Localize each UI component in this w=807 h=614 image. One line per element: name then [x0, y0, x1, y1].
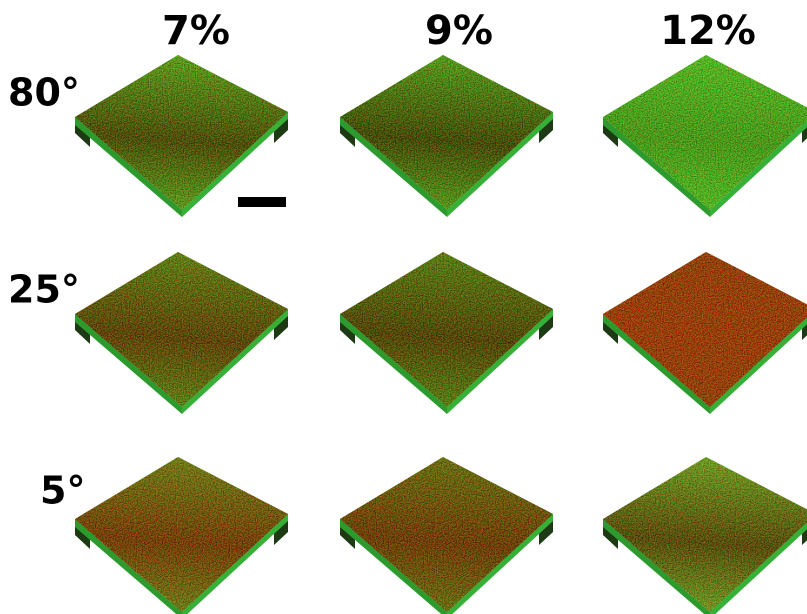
- column-label: 9%: [425, 8, 493, 54]
- image-tile: [75, 457, 288, 614]
- image-tile: [75, 55, 288, 217]
- row-label: 25°: [8, 268, 80, 312]
- image-tile: [340, 457, 553, 614]
- image-tile: [75, 252, 288, 414]
- row-label: 80°: [8, 71, 80, 115]
- image-tile: [603, 252, 807, 414]
- image-grid: [75, 55, 807, 614]
- image-tile: [603, 457, 807, 614]
- column-label: 7%: [162, 8, 230, 54]
- image-tile: [340, 55, 553, 217]
- column-label: 12%: [660, 8, 756, 54]
- image-tile: [340, 252, 553, 414]
- figure: 7% 9% 12% 80° 25° 5°: [0, 0, 807, 614]
- scale-bar: [238, 197, 286, 207]
- row-label: 5°: [40, 469, 85, 513]
- image-tile: [603, 55, 807, 217]
